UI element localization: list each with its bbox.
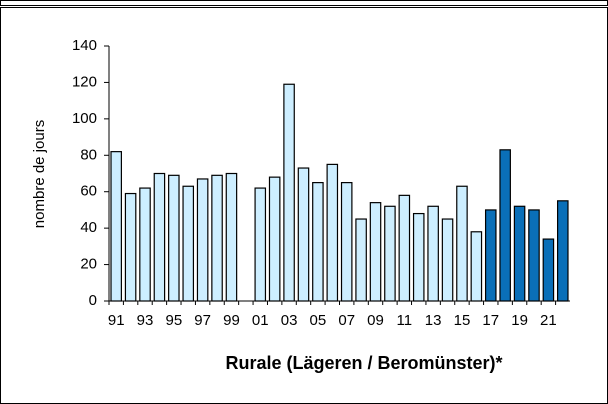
x-tick-label: 09 — [367, 312, 384, 329]
bar — [499, 149, 511, 302]
bar — [268, 176, 281, 302]
bar — [153, 172, 166, 302]
bar — [326, 163, 339, 302]
x-tick-label: 91 — [108, 312, 125, 329]
x-tick-label: 11 — [397, 312, 413, 329]
x-axis-title: Rurale (Lägeren / Beromünster)* — [225, 353, 502, 373]
x-tick-label: 01 — [252, 312, 269, 329]
bar — [283, 83, 295, 302]
y-tick-label: 40 — [80, 219, 97, 236]
bar — [398, 194, 411, 302]
bar — [513, 205, 526, 302]
bar — [484, 209, 497, 302]
bar — [110, 151, 122, 302]
bar — [124, 192, 137, 302]
x-tick-label: 97 — [194, 312, 211, 329]
x-tick-label: 03 — [281, 312, 298, 329]
x-tick-label: 05 — [310, 312, 327, 329]
bar — [528, 209, 540, 302]
x-tick-label: 15 — [454, 312, 471, 329]
bar — [384, 205, 396, 302]
bar — [557, 200, 569, 302]
bar — [441, 218, 454, 302]
bar — [225, 172, 238, 302]
x-tick-label: 21 — [540, 312, 557, 329]
bar — [456, 185, 468, 302]
bar — [297, 167, 310, 302]
x-tick-label: 93 — [137, 312, 154, 329]
y-tick-label: 100 — [72, 110, 97, 127]
y-tick-label: 60 — [80, 183, 97, 200]
x-tick-label: 19 — [511, 312, 528, 329]
top-frame — [0, 0, 608, 6]
bar — [340, 182, 353, 302]
bar — [412, 212, 425, 302]
y-tick-label: 120 — [72, 73, 97, 90]
bar — [139, 187, 151, 302]
x-tick-label: 13 — [425, 312, 442, 329]
bar — [196, 178, 209, 302]
bar — [168, 174, 180, 302]
x-tick-label: 17 — [482, 312, 499, 329]
y-tick-label: 140 — [72, 37, 97, 54]
bar — [355, 218, 367, 302]
bar — [211, 174, 223, 302]
bar — [369, 202, 382, 302]
y-tick-label: 80 — [80, 146, 97, 163]
bar — [254, 187, 267, 302]
bar — [427, 205, 439, 302]
bar — [312, 182, 324, 302]
x-tick-label: 95 — [165, 312, 182, 329]
bar — [542, 238, 555, 302]
bar — [182, 185, 195, 302]
y-tick-label: 0 — [89, 292, 97, 309]
y-axis-title: nombre de jours — [31, 120, 48, 228]
y-tick-label: 20 — [80, 256, 97, 273]
x-tick-label: 07 — [338, 312, 355, 329]
bar — [470, 231, 483, 302]
x-tick-label: 99 — [223, 312, 240, 329]
